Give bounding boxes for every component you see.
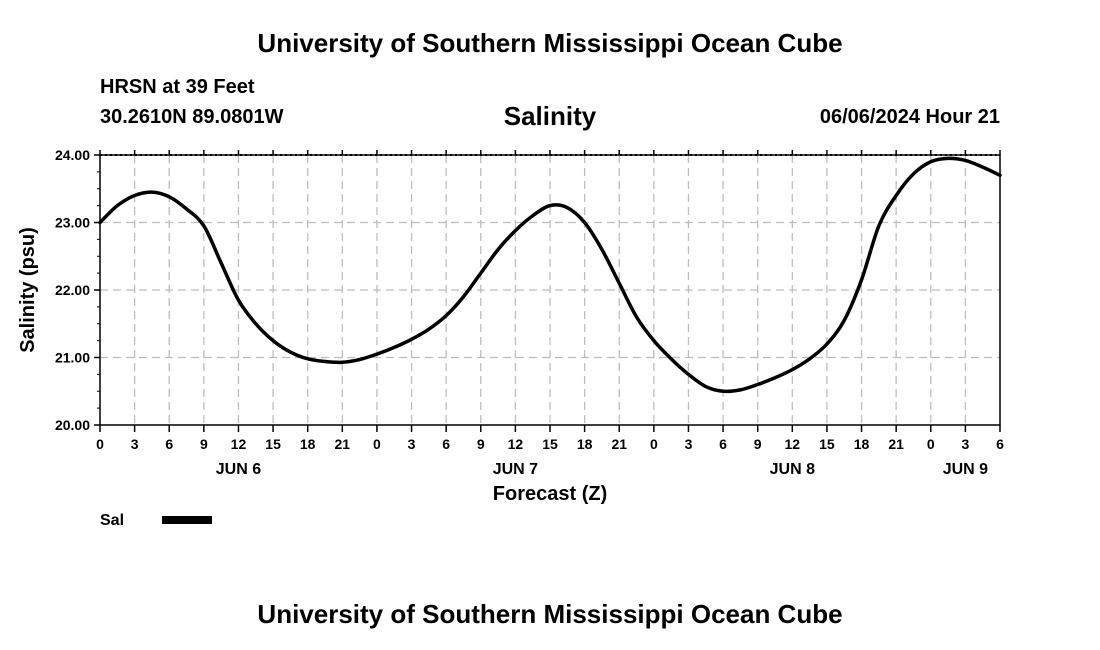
y-tick-label: 23.00 — [55, 215, 90, 231]
x-tick-label: 12 — [231, 436, 247, 452]
x-tick-label: 0 — [96, 436, 104, 452]
legend-label: Sal — [100, 512, 124, 529]
y-axis-title: Salinity (psu) — [17, 227, 39, 353]
forecast-timestamp: 06/06/2024 Hour 21 — [819, 106, 1000, 128]
x-tick-label: 15 — [542, 436, 558, 452]
x-tick-label: 18 — [854, 436, 870, 452]
x-tick-label: 3 — [685, 436, 693, 452]
x-tick-label: 0 — [927, 436, 935, 452]
legend: Sal — [100, 512, 212, 529]
y-tick-label: 21.00 — [55, 350, 90, 366]
x-tick-label: 12 — [785, 436, 801, 452]
x-tick-label: 18 — [577, 436, 593, 452]
y-tick-label: 20.00 — [55, 417, 90, 433]
x-tick-label: 6 — [719, 436, 727, 452]
x-tick-label: 15 — [819, 436, 835, 452]
chart-title-top: University of Southern Mississippi Ocean… — [257, 28, 843, 58]
y-tick-label: 24.00 — [55, 147, 90, 163]
x-tick-label: 6 — [165, 436, 173, 452]
x-tick-label: 3 — [408, 436, 416, 452]
x-axis-title: Forecast (Z) — [493, 483, 607, 505]
x-tick-label: 9 — [754, 436, 762, 452]
day-label: JUN 7 — [493, 461, 538, 478]
day-label: JUN 9 — [943, 461, 988, 478]
x-tick-label: 18 — [300, 436, 316, 452]
x-tick-label: 6 — [996, 436, 1004, 452]
x-tick-label: 21 — [335, 436, 351, 452]
x-tick-label: 0 — [650, 436, 658, 452]
x-tick-label: 15 — [265, 436, 281, 452]
day-label: JUN 6 — [216, 461, 261, 478]
x-tick-label: 9 — [477, 436, 485, 452]
x-tick-label: 21 — [611, 436, 627, 452]
x-tick-label: 6 — [442, 436, 450, 452]
x-tick-label: 9 — [200, 436, 208, 452]
day-label: JUN 8 — [770, 461, 815, 478]
variable-title: Salinity — [503, 101, 597, 131]
y-tick-label: 22.00 — [55, 282, 90, 298]
series-line-sal — [98, 156, 1002, 394]
x-tick-label: 3 — [131, 436, 139, 452]
x-tick-label: 0 — [373, 436, 381, 452]
station-name: HRSN at 39 Feet — [100, 76, 255, 98]
x-tick-label: 21 — [888, 436, 904, 452]
station-coordinates: 30.2610N 89.0801W — [100, 106, 284, 128]
x-tick-label: 12 — [508, 436, 524, 452]
footer-title: University of Southern Mississippi Ocean… — [257, 599, 843, 629]
x-tick-label: 3 — [961, 436, 969, 452]
